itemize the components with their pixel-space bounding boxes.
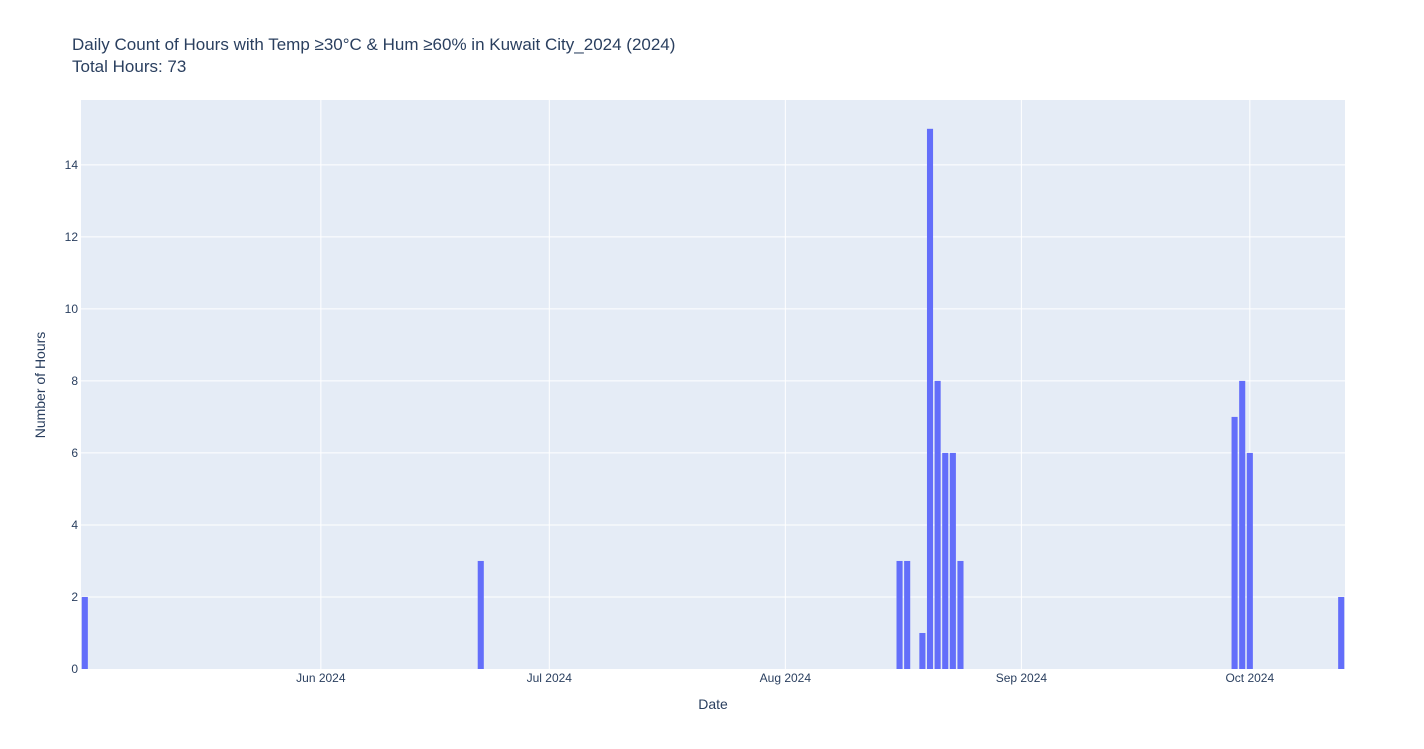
y-tick-label: 10	[65, 302, 79, 316]
chart-title: Daily Count of Hours with Temp ≥30°C & H…	[72, 35, 675, 54]
y-tick-label: 8	[71, 374, 78, 388]
plot-area	[81, 100, 1345, 669]
bar	[957, 560, 964, 669]
bar	[1239, 380, 1246, 669]
chart-subtitle: Total Hours: 73	[72, 57, 186, 76]
y-tick-label: 4	[71, 518, 78, 532]
bar	[934, 380, 941, 669]
bar	[1246, 452, 1253, 669]
y-tick-label: 6	[71, 446, 78, 460]
bar	[1231, 416, 1238, 669]
gridlines	[81, 100, 1345, 669]
y-tick-label: 14	[65, 158, 79, 172]
y-axis-title: Number of Hours	[32, 332, 48, 439]
y-axis-ticks: 0 2 4 6 8 10 12 14	[65, 158, 79, 676]
bars	[81, 128, 1345, 669]
bar	[919, 632, 926, 669]
y-tick-label: 0	[71, 662, 78, 676]
x-tick-label: Jul 2024	[527, 671, 573, 685]
x-tick-label: Sep 2024	[996, 671, 1048, 685]
bar	[926, 128, 934, 669]
bar	[949, 452, 956, 669]
bar	[942, 452, 949, 669]
bar	[477, 560, 484, 669]
y-tick-label: 2	[71, 590, 78, 604]
bar	[1338, 596, 1345, 669]
y-tick-label: 12	[65, 230, 79, 244]
x-axis-ticks: Jun 2024 Jul 2024 Aug 2024 Sep 2024 Oct 2024	[296, 671, 1274, 685]
bar	[904, 560, 911, 669]
bar	[81, 596, 88, 669]
x-tick-label: Oct 2024	[1225, 671, 1274, 685]
bar	[896, 560, 903, 669]
x-tick-label: Jun 2024	[296, 671, 346, 685]
x-axis-title: Date	[698, 696, 728, 712]
x-tick-label: Aug 2024	[760, 671, 812, 685]
